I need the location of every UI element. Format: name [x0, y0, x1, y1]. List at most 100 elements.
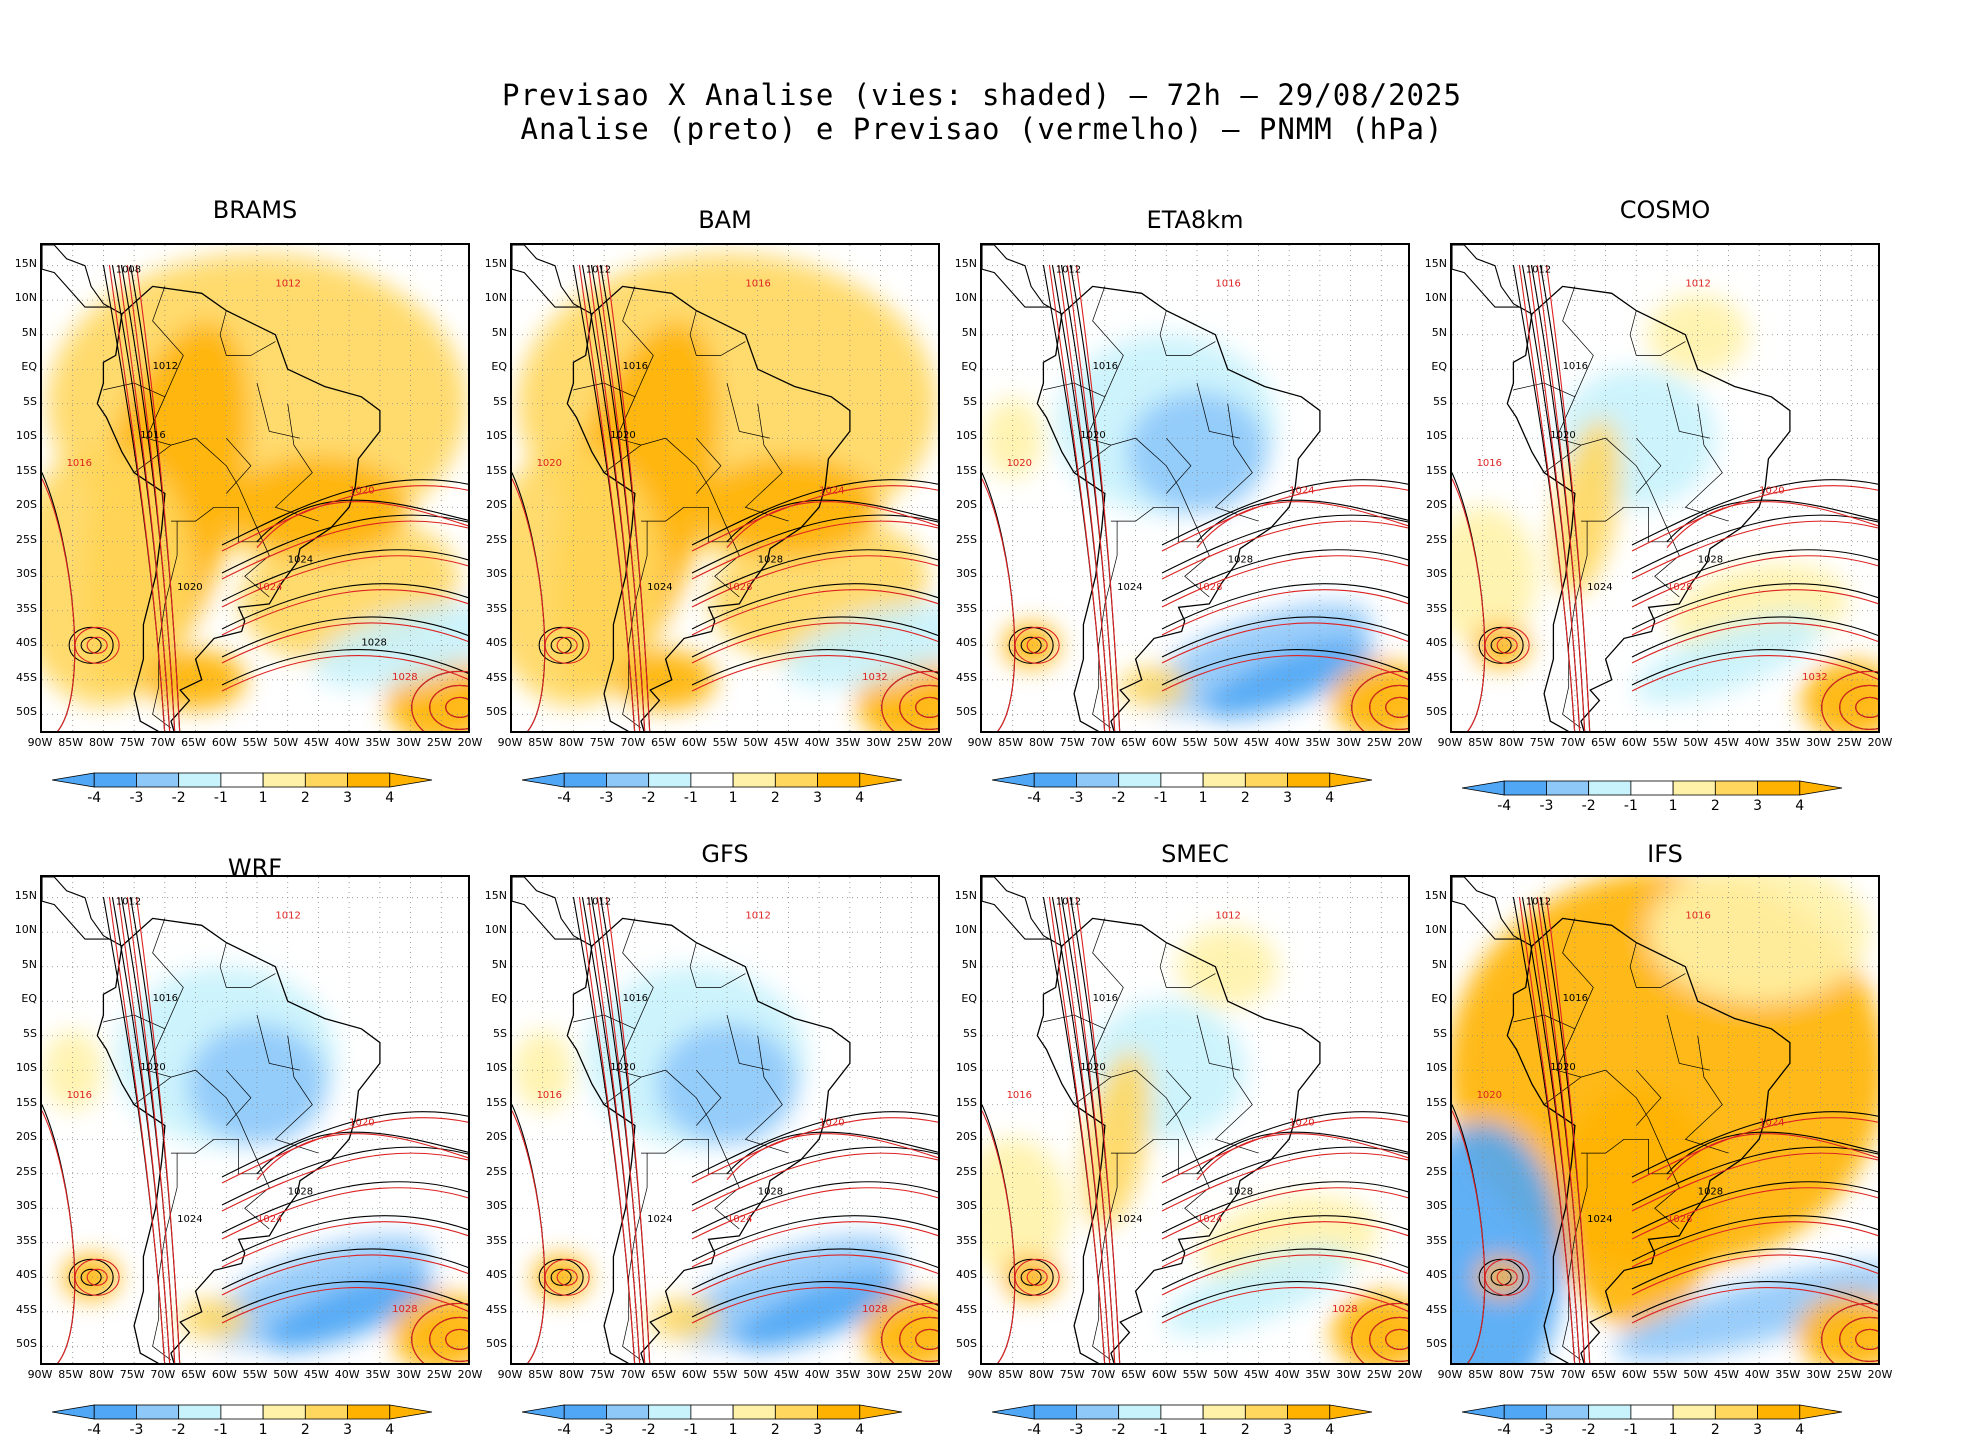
lat-tick-label: 20S: [486, 1130, 507, 1144]
graticule: [1452, 245, 1878, 731]
lat-tick-label: EQ: [491, 360, 507, 374]
lat-tick-label: 40S: [956, 1268, 977, 1282]
lon-tick-label: 50W: [273, 1368, 299, 1381]
colorbar-label: -4: [87, 790, 102, 806]
lon-tick-label: 40W: [1744, 736, 1770, 749]
colorbar-label: 3: [343, 790, 352, 806]
forecast-isobar-label: 1024: [819, 485, 844, 496]
lat-tick-label: 20S: [486, 498, 507, 512]
lat-tick-label: EQ: [1431, 992, 1447, 1006]
forecast-isobar-label: 1020: [349, 1117, 374, 1128]
lat-tick-label: 25S: [486, 1164, 507, 1178]
colorbar-label: -4: [1497, 798, 1512, 814]
colorbar-label: 2: [1240, 1422, 1250, 1438]
lat-tick-label: 5S: [963, 1026, 977, 1040]
lat-tick-label: 5N: [961, 325, 977, 339]
lon-tick-label: 55W: [1182, 736, 1208, 749]
panel-title-smec: SMEC: [1161, 840, 1229, 868]
forecast-isobars: [982, 896, 1408, 1363]
analysis-isobar-label: 1024: [1117, 582, 1142, 593]
lon-tick-label: 30W: [396, 736, 421, 749]
analysis-isobar-label: 1028: [1228, 554, 1253, 565]
lat-tick-label: 40S: [1426, 636, 1447, 650]
lon-tick-label: 70W: [1090, 1368, 1116, 1381]
panel-title-cosmo: COSMO: [1619, 196, 1711, 224]
lat-tick-label: 50S: [486, 705, 507, 719]
lat-tick-label: 5N: [1431, 957, 1447, 971]
lat-tick-label: 15S: [16, 1095, 37, 1109]
lon-tick-label: 60W: [681, 736, 707, 749]
colorbar-label: -1: [213, 1422, 228, 1438]
lat-tick-label: 20S: [1426, 1130, 1447, 1144]
lat-tick-label: 10S: [1426, 429, 1447, 443]
colorbar-label: -4: [1497, 1422, 1512, 1438]
lon-tick-label: 30W: [866, 736, 891, 749]
lon-tick-label: 30W: [866, 1368, 891, 1381]
main-title: Previsao X Analise (vies: shaded) – 72h …: [502, 78, 1462, 112]
forecast-isobars: [982, 264, 1408, 731]
south-america-coastline: [1506, 285, 1791, 731]
analysis-isobar-label: 1016: [623, 993, 648, 1004]
lat-tick-label: 35S: [956, 601, 977, 615]
lon-tick-label: 25W: [896, 1368, 922, 1381]
lon-tick-label: 35W: [1775, 1368, 1801, 1381]
map-panel-ifs: 1012 1016 1020 1024 1028 1016 1020 1024 1028: [1450, 875, 1880, 1365]
south-america-coastline: [96, 917, 381, 1363]
lat-tick-label: 5N: [491, 325, 507, 339]
analysis-isobar-label: 1028: [1698, 1186, 1723, 1197]
forecast-isobar-label: 1016: [1007, 1090, 1032, 1101]
lat-tick-label: 5N: [21, 325, 37, 339]
lon-tick-label: 45W: [303, 736, 329, 749]
analysis-isobar-label: 1016: [623, 361, 648, 372]
bias-shading: [42, 966, 468, 1363]
analysis-isobar-label: 1028: [361, 637, 386, 648]
lat-tick-label: 30S: [486, 1199, 507, 1213]
lat-tick-label: 5S: [493, 394, 507, 408]
forecast-isobar-label: 1028: [392, 672, 417, 683]
lon-tick-label: 60W: [1621, 736, 1647, 749]
forecast-isobar-label: 1012: [275, 910, 300, 921]
lat-tick-label: 30S: [16, 567, 37, 581]
lon-tick-label: 30W: [1806, 1368, 1831, 1381]
colorbar-label: -1: [683, 1422, 698, 1438]
forecast-isobars: [512, 264, 938, 731]
analysis-isobar-label: 1024: [1117, 1214, 1142, 1225]
country-borders: [1513, 286, 1729, 729]
map-panel-gfs: 1012 1016 1020 1024 1028 1012 1016 1020 1024 1028: [510, 875, 940, 1365]
forecast-isobar-label: 1024: [1759, 1117, 1784, 1128]
lon-tick-label: 50W: [273, 736, 299, 749]
analysis-isobar-label: 1012: [586, 265, 611, 276]
colorbar-label: -1: [1623, 798, 1638, 814]
lon-tick-label: 85W: [1468, 1368, 1494, 1381]
colorbar-label: 2: [300, 1422, 310, 1438]
lat-tick-label: 15N: [484, 256, 507, 270]
lon-tick-label: 80W: [1498, 1368, 1524, 1381]
lon-tick-label: 45W: [1713, 1368, 1739, 1381]
analysis-isobar-label: 1024: [288, 554, 313, 565]
colorbar-label: -3: [1539, 798, 1554, 814]
lon-tick-label: 60W: [211, 736, 237, 749]
bias-area: [1127, 392, 1267, 513]
analysis-isobar-label: 1012: [1056, 897, 1081, 908]
lat-tick-label: 10N: [14, 923, 37, 937]
lon-tick-label: 40W: [334, 1368, 360, 1381]
lat-tick-label: 15N: [484, 888, 507, 902]
lat-tick-label: 35S: [956, 1233, 977, 1247]
forecast-isobar-label: 1020: [1477, 1090, 1502, 1101]
lat-tick-label: 20S: [1426, 498, 1447, 512]
analysis-isobar-label: 1012: [1526, 897, 1551, 908]
analysis-isobar-label: 1020: [1550, 1062, 1575, 1073]
lon-tick-label: 80W: [558, 736, 584, 749]
forecast-isobar-label: 1020: [1289, 1117, 1314, 1128]
lon-tick-label: 85W: [58, 1368, 84, 1381]
forecast-isobars: [1452, 264, 1878, 731]
forecast-isobar-label: 1012: [745, 910, 770, 921]
lon-tick-label: 45W: [773, 1368, 799, 1381]
lon-tick-label: 25W: [426, 736, 452, 749]
lon-tick-label: 65W: [1591, 1368, 1616, 1381]
map-canvas: 1012 1016 1020 1024 1028 1016 1020 1024 1028: [982, 245, 1408, 731]
forecast-isobar-label: 1024: [1197, 1214, 1222, 1225]
forecast-isobar-label: 1028: [392, 1304, 417, 1315]
bias-area: [1452, 1123, 1563, 1363]
bias-area: [1119, 666, 1189, 707]
